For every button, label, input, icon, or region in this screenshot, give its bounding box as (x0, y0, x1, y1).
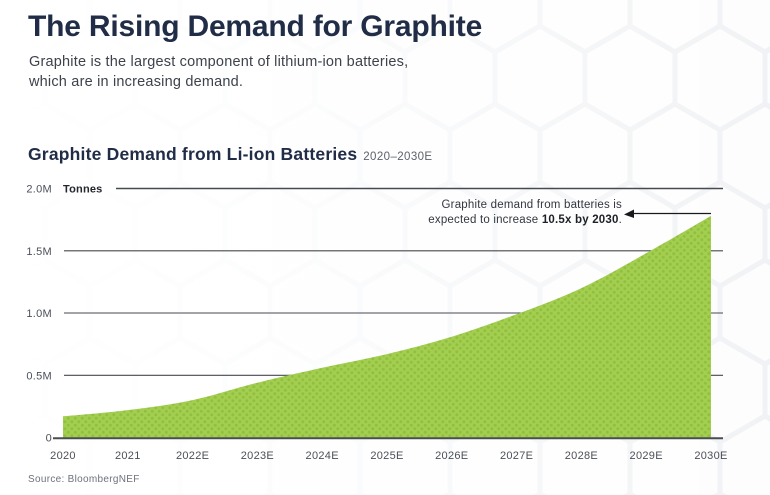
x-tick-label-2022E: 2022E (176, 450, 209, 462)
annotation-line-2: expected to increase 10.5x by 2030. (428, 214, 622, 226)
source-note: Source: BloombergNEF (28, 474, 140, 485)
x-tick-label-2025E: 2025E (370, 450, 403, 462)
y-tick-label-2.0M: 2.0M (26, 184, 52, 196)
x-tick-label-2021: 2021 (115, 450, 141, 462)
page-subtitle: Graphite is the largest component of lit… (29, 53, 482, 92)
page-header: The Rising Demand for Graphite Graphite … (28, 10, 482, 92)
y-tick-label-0.5M: 0.5M (26, 370, 52, 382)
y-tick-label-0: 0 (46, 433, 52, 445)
y-axis-unit-label: Tonnes (63, 184, 103, 196)
x-tick-label-2023E: 2023E (241, 450, 274, 462)
subtitle-line-2: which are in increasing demand. (29, 73, 244, 90)
x-tick-label-2020: 2020 (50, 450, 76, 462)
chart-title-block: Graphite Demand from Li-ion Batteries 202… (28, 144, 433, 165)
subtitle-line-1: Graphite is the largest component of lit… (29, 54, 409, 70)
annotation-arrowhead-icon (624, 209, 634, 218)
y-tick-label-1.0M: 1.0M (26, 308, 52, 320)
annotation-line-2-text: expected to increase (428, 213, 542, 226)
chart-date-range: 2020–2030E (363, 151, 433, 163)
annotation-bold-value: 10.5x by 2030 (541, 213, 619, 226)
annotation-line-2-period: . (618, 213, 622, 226)
chart-title: Graphite Demand from Li-ion Batteries (28, 144, 358, 164)
x-tick-label-2027E: 2027E (500, 450, 533, 462)
chart-annotation: Graphite demand from batteries is expect… (428, 198, 622, 227)
annotation-line-1: Graphite demand from batteries is (441, 199, 622, 211)
x-tick-label-2026E: 2026E (435, 450, 468, 462)
x-tick-label-2029E: 2029E (630, 450, 663, 462)
x-tick-label-2028E: 2028E (565, 450, 598, 462)
y-tick-label-1.5M: 1.5M (26, 246, 52, 258)
x-tick-label-2030E: 2030E (694, 450, 727, 462)
x-tick-label-2024E: 2024E (306, 450, 339, 462)
page-title: The Rising Demand for Graphite (28, 10, 483, 43)
demand-area (63, 215, 711, 438)
